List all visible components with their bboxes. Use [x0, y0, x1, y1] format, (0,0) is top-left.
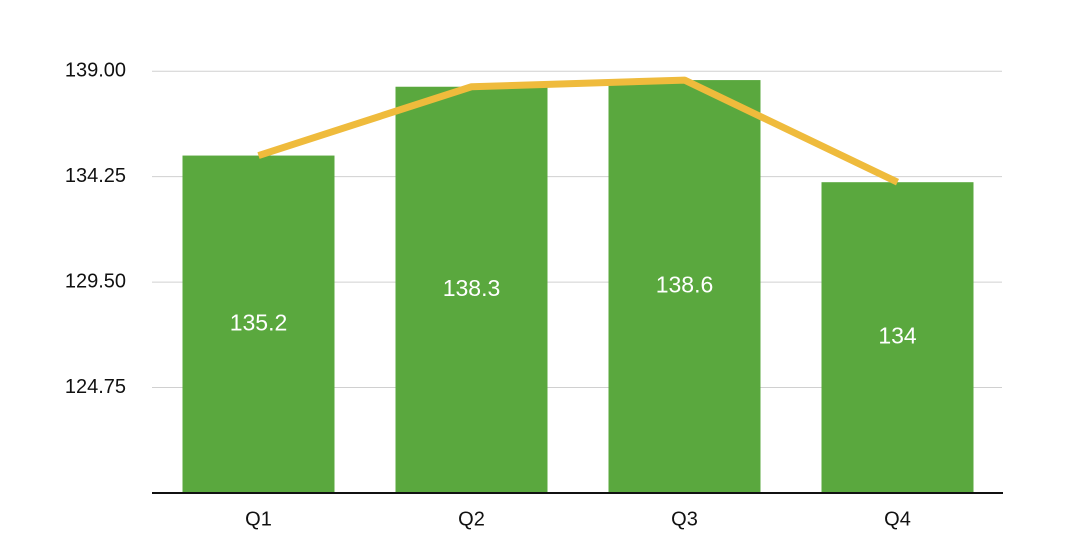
bar-value-label: 134 — [878, 323, 917, 349]
bar — [182, 155, 335, 493]
bar-value-label: 138.6 — [656, 272, 714, 298]
mark-layer — [182, 80, 974, 494]
x-tick-label: Q4 — [884, 508, 911, 530]
x-tick-label: Q3 — [671, 508, 698, 530]
bar — [821, 182, 974, 493]
y-tick-label: 124.75 — [65, 376, 126, 398]
y-tick-label: 134.25 — [65, 165, 126, 187]
x-tick-label: Q2 — [458, 508, 485, 530]
bar — [395, 86, 548, 494]
x-tick-label: Q1 — [245, 508, 272, 530]
bar — [608, 80, 761, 493]
y-tick-label: 139.00 — [65, 59, 126, 81]
line — [257, 76, 900, 186]
bar-value-label: 138.3 — [443, 275, 501, 301]
bar-value-label: 135.2 — [230, 309, 288, 335]
y-tick-label: 129.50 — [65, 270, 126, 292]
